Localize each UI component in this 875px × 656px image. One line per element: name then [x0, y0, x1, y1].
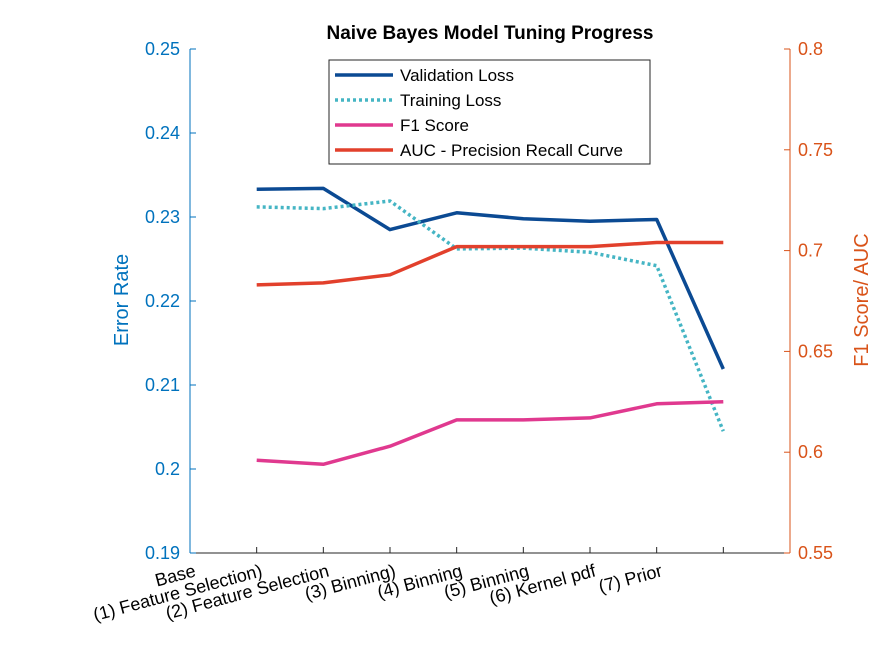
legend-label: AUC - Precision Recall Curve — [400, 141, 623, 160]
right-tick-label: 0.55 — [798, 543, 833, 563]
right-tick-label: 0.75 — [798, 140, 833, 160]
left-tick-label: 0.21 — [145, 375, 180, 395]
legend-box — [328, 59, 651, 165]
legend-label: Training Loss — [400, 91, 501, 110]
series-layer — [256, 186, 725, 467]
right-tick-label: 0.65 — [798, 341, 833, 361]
left-tick-label: 0.22 — [145, 291, 180, 311]
right-tick-label: 0.8 — [798, 39, 823, 59]
left-tick-label: 0.19 — [145, 543, 180, 563]
series-line-f1-score — [256, 400, 724, 467]
series-line-auc-precision-recall-curve — [256, 240, 724, 287]
legend-label: Validation Loss — [400, 66, 514, 85]
right-tick-label: 0.7 — [798, 241, 823, 261]
left-tick-label: 0.24 — [145, 123, 180, 143]
left-tick-label: 0.23 — [145, 207, 180, 227]
series-line-validation-loss — [256, 186, 725, 370]
x-tick-label: (7) Prior — [596, 561, 664, 597]
chart-title: Naive Bayes Model Tuning Progress — [327, 23, 654, 44]
left-axis-label: Error Rate — [111, 254, 133, 346]
series-line-training-loss — [256, 199, 725, 432]
axes-group: 0.19 0.2 0.21 0.22 0.23 0.24 0.25 0.55 0.6 0.65 0.… — [91, 39, 833, 625]
legend-label: F1 Score — [400, 116, 469, 135]
right-tick-label: 0.6 — [798, 442, 823, 462]
right-axis-label: F1 Score/ AUC — [851, 233, 873, 366]
legend: Validation Loss Training Loss F1 Score AUC … — [328, 59, 651, 165]
left-tick-label: 0.25 — [145, 39, 180, 59]
left-tick-label: 0.2 — [155, 459, 180, 479]
